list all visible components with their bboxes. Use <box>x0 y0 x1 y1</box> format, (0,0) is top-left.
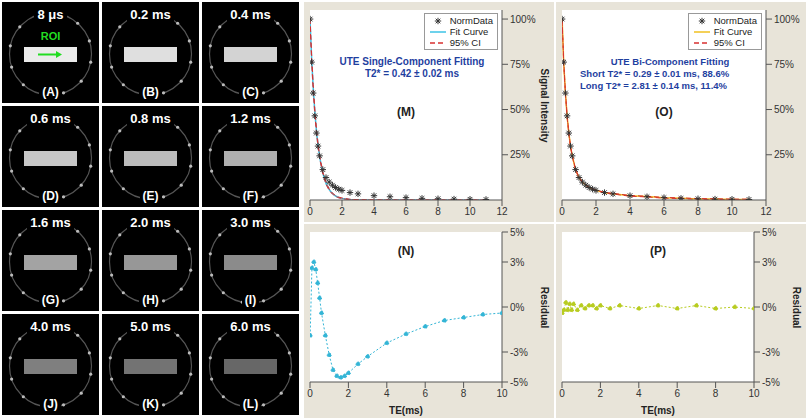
svg-text:4: 4 <box>627 206 633 217</box>
svg-text:5%: 5% <box>762 227 777 238</box>
svg-text:10: 10 <box>496 388 508 399</box>
svg-text:75%: 75% <box>510 59 530 70</box>
html-text:8 μs: 8 μs <box>37 7 64 22</box>
svg-text:0: 0 <box>307 388 313 399</box>
html-text:(O): (O) <box>655 105 673 119</box>
html-text:UTE Single-Component Fitting: UTE Single-Component Fitting <box>339 56 485 67</box>
svg-text:2: 2 <box>339 206 345 217</box>
svg-text:-3%: -3% <box>762 347 780 358</box>
svg-text:8: 8 <box>695 206 701 217</box>
html-text:Residual: Residual <box>539 286 551 328</box>
html-text:(B): (B) <box>142 85 159 99</box>
svg-text:4: 4 <box>371 206 377 217</box>
svg-text:-3%: -3% <box>510 347 528 358</box>
html-text:(K): (K) <box>142 397 159 411</box>
html-text:(G): (G) <box>41 293 60 307</box>
html-text:Signal Intensity: Signal Intensity <box>539 68 551 142</box>
html-text:5.0 ms: 5.0 ms <box>130 319 171 334</box>
svg-text:100%: 100% <box>510 14 536 25</box>
svg-text:TE(ms): TE(ms) <box>641 405 675 416</box>
svg-text:6: 6 <box>422 388 428 399</box>
html-text:T2* = 0.42 ± 0.02 ms: T2* = 0.42 ± 0.02 ms <box>364 68 460 79</box>
svg-text:25%: 25% <box>774 149 794 160</box>
svg-text:2: 2 <box>593 206 599 217</box>
html-text:0.2 ms: 0.2 ms <box>130 7 171 22</box>
html-text:1.6 ms: 1.6 ms <box>30 215 71 230</box>
svg-text:100%: 100% <box>774 14 800 25</box>
svg-text:50%: 50% <box>774 104 794 115</box>
html-text:(H): (H) <box>142 293 159 307</box>
svg-text:8: 8 <box>461 388 467 399</box>
html-text:NormData: NormData <box>713 15 757 26</box>
svg-text:0%: 0% <box>762 302 777 313</box>
svg-text:6: 6 <box>661 206 667 217</box>
html-text:0.4 ms: 0.4 ms <box>230 7 271 22</box>
html-text:(P): (P) <box>650 244 666 258</box>
html-text:Fit Curve: Fit Curve <box>449 26 489 37</box>
html-text:Short T2* = 0.29 ± 0.01 ms, 88: Short T2* = 0.29 ± 0.01 ms, 88.6% <box>580 68 730 79</box>
svg-text:10: 10 <box>748 388 760 399</box>
svg-text:12: 12 <box>760 206 772 217</box>
html-text:(D): (D) <box>42 189 59 203</box>
svg-text:75%: 75% <box>774 59 794 70</box>
svg-text:-5%: -5% <box>762 377 780 388</box>
svg-text:0%: 0% <box>510 302 525 313</box>
svg-text:6: 6 <box>674 388 680 399</box>
svg-text:-5%: -5% <box>510 377 528 388</box>
html-text:Long T2* = 2.81 ± 0.14 ms, 11.: Long T2* = 2.81 ± 0.14 ms, 11.4% <box>580 80 727 91</box>
html-text:(L): (L) <box>242 397 259 411</box>
html-text:2.0 ms: 2.0 ms <box>130 215 171 230</box>
html-text:0.8 ms: 0.8 ms <box>130 111 171 126</box>
html-text:6.0 ms: 6.0 ms <box>230 319 271 334</box>
svg-text:0: 0 <box>559 388 565 399</box>
html-text:(E): (E) <box>142 189 159 203</box>
svg-text:2: 2 <box>346 388 352 399</box>
html-text:95% CI: 95% CI <box>449 37 481 48</box>
html-text:(C): (C) <box>242 85 259 99</box>
svg-text:2: 2 <box>598 388 604 399</box>
svg-text:TE(ms): TE(ms) <box>389 405 423 416</box>
html-text:ROI: ROI <box>40 30 61 42</box>
html-text:(M): (M) <box>397 105 415 119</box>
svg-text:0: 0 <box>559 206 565 217</box>
svg-text:10: 10 <box>464 206 476 217</box>
html-text:UTE Bi-Component Fitting: UTE Bi-Component Fitting <box>610 56 730 67</box>
svg-text:6: 6 <box>403 206 409 217</box>
svg-text:12: 12 <box>496 206 508 217</box>
svg-text:4: 4 <box>636 388 642 399</box>
html-text:95% CI: 95% CI <box>713 37 745 48</box>
svg-text:3%: 3% <box>762 257 777 268</box>
html-text:NormData: NormData <box>449 15 493 26</box>
html-text:(F): (F) <box>242 189 259 203</box>
html-text:Fit Curve: Fit Curve <box>713 26 753 37</box>
html-text:1.2 ms: 1.2 ms <box>230 111 271 126</box>
html-text:(N): (N) <box>397 244 415 258</box>
svg-text:4: 4 <box>384 388 390 399</box>
svg-text:8: 8 <box>435 206 441 217</box>
html-text:4.0 ms: 4.0 ms <box>30 319 71 334</box>
svg-text:5%: 5% <box>510 227 525 238</box>
svg-text:0: 0 <box>307 206 313 217</box>
svg-text:25%: 25% <box>510 149 530 160</box>
svg-text:10: 10 <box>726 206 738 217</box>
html-text:(A): (A) <box>42 85 59 99</box>
svg-text:50%: 50% <box>510 104 530 115</box>
svg-text:8: 8 <box>713 388 719 399</box>
svg-text:3%: 3% <box>510 257 525 268</box>
html-text:Residual: Residual <box>791 286 803 328</box>
html-text:(J): (J) <box>43 397 58 411</box>
html-text:(I): (I) <box>244 293 257 307</box>
html-text:0.6 ms: 0.6 ms <box>30 111 71 126</box>
html-text:3.0 ms: 3.0 ms <box>230 215 271 230</box>
